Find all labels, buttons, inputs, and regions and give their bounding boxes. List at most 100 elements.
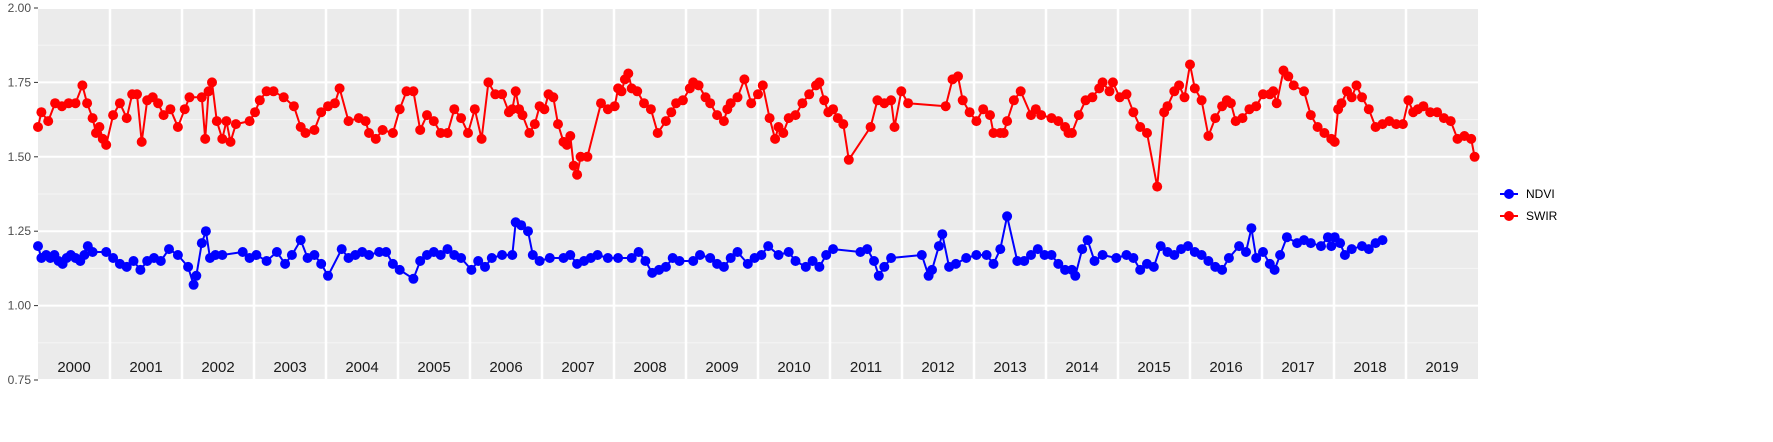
data-point [179,104,190,115]
data-point [1002,116,1013,127]
data-point [763,241,774,252]
data-point [940,101,951,112]
data-point [1281,232,1292,243]
y-tick-label: 1.50 [8,150,32,164]
data-point [415,125,426,135]
data-point [1046,250,1057,260]
y-tick-label: 1.25 [8,224,32,238]
year-label: 2007 [561,359,594,376]
data-point [1339,250,1350,260]
data-point [732,247,743,257]
data-point [370,133,381,144]
data-point [778,128,789,138]
data-point [1169,250,1180,260]
y-tick-label: 0.75 [8,373,32,387]
data-point [381,247,392,257]
data-point [718,261,729,272]
data-point [1053,258,1064,269]
data-point [838,119,849,130]
data-point [534,256,545,266]
data-point [1299,86,1309,97]
data-point [77,80,88,91]
data-point [985,110,995,121]
data-point [548,92,559,103]
data-point [1225,98,1236,109]
data-point [957,95,968,106]
data-point [1135,264,1146,275]
year-label: 2017 [1281,359,1314,376]
data-point [1077,244,1088,255]
data-point [565,131,576,141]
data-point [933,241,944,252]
data-point [666,107,677,118]
data-point [865,122,876,132]
data-point [401,86,412,97]
data-point [1053,116,1064,127]
data-point [387,128,398,138]
data-point [903,98,914,109]
data-point [1469,151,1480,162]
data-point [688,256,699,266]
data-point [602,253,613,263]
data-point [950,258,961,269]
data-point [937,229,948,240]
data-point [155,256,166,266]
data-point [1128,253,1139,263]
data-point [221,116,232,127]
data-point [261,86,272,97]
data-point [1432,107,1443,118]
data-point [101,139,112,150]
data-point [210,250,221,260]
data-point [565,250,576,260]
data-point [250,107,260,118]
data-point [309,125,320,135]
data-point [529,119,540,130]
data-point [309,250,320,260]
data-point [1418,101,1429,112]
legend-label: NDVI [1526,187,1555,201]
data-point [33,241,43,252]
data-point [497,250,508,260]
year-label: 2008 [633,359,666,376]
year-label: 2009 [705,359,738,376]
year-label: 2014 [1065,359,1098,376]
data-point [1148,261,1159,272]
data-point [428,116,439,127]
data-point [1237,113,1248,124]
data-point [377,125,388,135]
data-point [995,244,1006,255]
data-point [1189,83,1200,94]
data-point [480,261,490,272]
data-point [1155,241,1166,252]
data-point [964,107,975,118]
data-point [764,113,775,124]
data-point [732,92,743,103]
data-point [217,133,228,144]
data-point [278,92,289,103]
data-point [415,256,426,266]
data-point [592,250,603,260]
data-point [1066,128,1077,138]
data-point [582,151,593,162]
data-point [927,264,937,275]
data-point [469,104,480,115]
data-point [268,86,279,97]
data-point [237,247,248,257]
data-point [633,247,644,257]
data-point [616,86,627,97]
data-point [1104,86,1115,97]
data-point [626,253,637,263]
data-point [486,253,497,263]
data-point [971,116,982,127]
data-point [79,250,90,260]
data-point [1251,101,1262,112]
data-point [695,250,705,260]
data-point [1223,253,1234,263]
data-point [408,273,419,284]
data-point [295,235,306,246]
data-point [108,110,119,121]
data-point [261,256,272,266]
data-point [660,261,671,272]
data-point [200,133,211,144]
data-point [230,119,241,130]
